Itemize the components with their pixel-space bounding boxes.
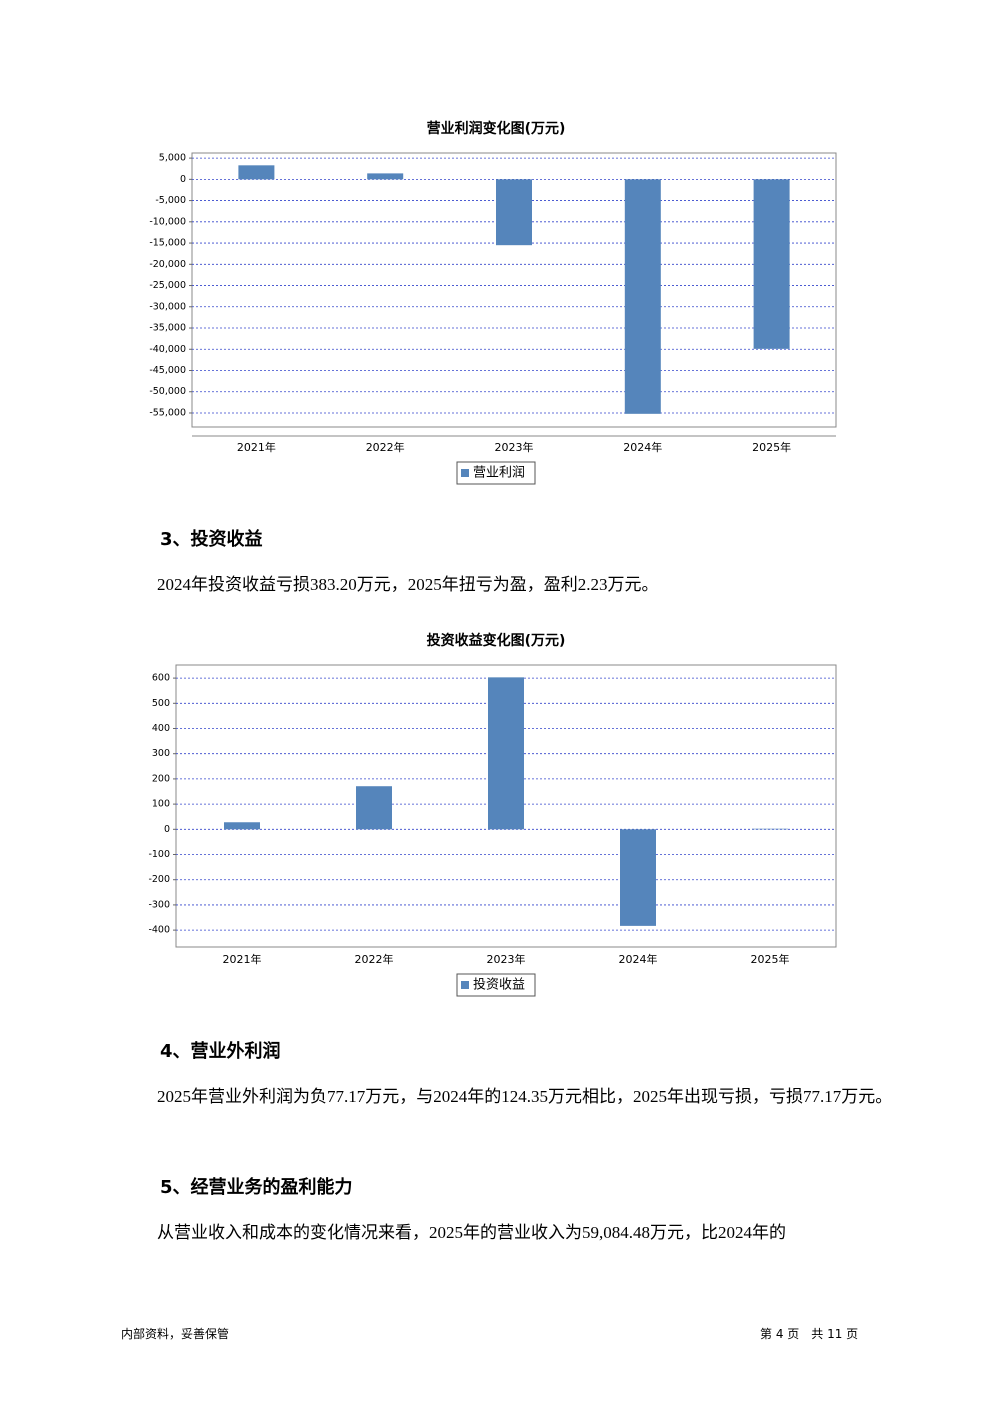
legend-box — [456, 461, 536, 485]
y-tick-label: -100 — [148, 849, 170, 860]
paragraph: 2025年营业外利润为负77.17万元，与2024年的124.35万元相比，20… — [157, 1087, 893, 1106]
x-tick-label: 2025年 — [752, 440, 791, 454]
x-tick-label: 2021年 — [237, 440, 276, 454]
y-tick-label: 200 — [152, 773, 170, 784]
legend-swatch — [461, 469, 469, 477]
chart-title: 投资收益变化图(万元) — [427, 632, 566, 649]
bar — [753, 179, 790, 349]
heading: 3、投资收益 — [160, 529, 263, 550]
y-tick-label: -55,000 — [149, 407, 186, 418]
y-tick-label: -25,000 — [149, 280, 186, 291]
y-tick-label: -30,000 — [149, 301, 186, 312]
legend-label: 投资收益 — [473, 977, 525, 993]
y-tick-label: 300 — [152, 748, 170, 759]
y-tick-label: -45,000 — [149, 365, 186, 376]
legend-swatch — [461, 981, 469, 989]
bar — [224, 822, 260, 830]
x-tick-label: 2022年 — [366, 440, 405, 454]
bar — [620, 829, 656, 926]
y-tick-label: -300 — [148, 899, 170, 910]
bar — [624, 179, 661, 414]
y-tick-label: 400 — [152, 723, 170, 734]
y-tick-label: -400 — [148, 925, 170, 936]
bar — [367, 173, 404, 180]
y-tick-label: 100 — [152, 799, 170, 810]
x-tick-label: 2021年 — [223, 952, 262, 966]
y-tick-label: 500 — [152, 698, 170, 709]
y-tick-label: -40,000 — [149, 344, 186, 355]
x-tick-label: 2022年 — [355, 952, 394, 966]
x-tick-label: 2025年 — [751, 952, 790, 966]
bar — [496, 179, 532, 246]
x-tick-label: 2023年 — [495, 440, 534, 454]
x-tick-label: 2024年 — [623, 440, 662, 454]
paragraph: 从营业收入和成本的变化情况来看，2025年的营业收入为59,084.48万元，比… — [157, 1223, 786, 1242]
plot-area — [191, 152, 837, 428]
bar — [238, 165, 275, 180]
y-tick-label: -5,000 — [155, 195, 186, 206]
y-tick-label: 0 — [164, 824, 170, 835]
heading: 5、经营业务的盈利能力 — [160, 1177, 353, 1198]
footer-left: 内部资料，妥善保管 — [121, 1327, 230, 1341]
bar — [752, 828, 788, 830]
bar — [356, 786, 392, 830]
legend-box — [456, 973, 536, 997]
y-tick-label: -10,000 — [149, 216, 186, 227]
y-tick-label: -15,000 — [149, 238, 186, 249]
footer-right: 第 4 页 共 11 页 — [760, 1327, 859, 1341]
y-tick-label: 600 — [152, 673, 170, 684]
y-tick-label: -20,000 — [149, 259, 186, 270]
bar — [488, 677, 524, 830]
paragraph: 2024年投资收益亏损383.20万元，2025年扭亏为盈，盈利2.23万元。 — [157, 575, 659, 594]
heading: 4、营业外利润 — [160, 1041, 281, 1062]
y-tick-label: -200 — [148, 874, 170, 885]
legend-label: 营业利润 — [473, 466, 525, 481]
y-tick-label: -35,000 — [149, 323, 186, 334]
y-tick-label: -50,000 — [149, 386, 186, 397]
y-tick-label: 0 — [180, 174, 186, 185]
y-tick-label: 5,000 — [159, 153, 186, 164]
x-tick-label: 2023年 — [487, 952, 526, 966]
chart-title: 营业利润变化图(万元) — [427, 120, 566, 137]
x-tick-label: 2024年 — [619, 952, 658, 966]
